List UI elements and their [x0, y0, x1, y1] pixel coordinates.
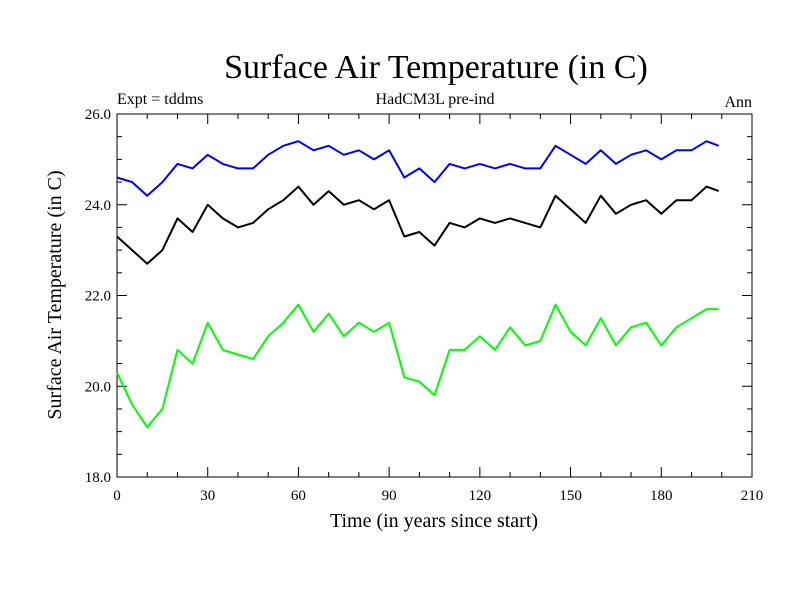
y-tick-label: 26.0 [85, 107, 111, 123]
x-tick-label: 180 [650, 488, 673, 504]
x-tick-label: 210 [741, 488, 764, 504]
series-line-0 [116, 140, 720, 197]
x-tick-label: 60 [291, 488, 306, 504]
x-axis-label: Time (in years since start) [330, 510, 538, 532]
x-tick-label: 0 [113, 488, 121, 504]
plot-frame [116, 113, 753, 478]
y-tick-label: 18.0 [85, 470, 111, 486]
data-series [116, 140, 720, 429]
x-tick-label: 150 [559, 488, 582, 504]
y-tick-label: 20.0 [85, 379, 111, 395]
chart-title: Surface Air Temperature (in C) [224, 49, 648, 86]
x-tick-label: 90 [382, 488, 397, 504]
axis-ticks [116, 113, 753, 478]
series-line-2 [116, 303, 719, 429]
chart-subtitle-left: Expt = tddms [117, 91, 203, 108]
y-tick-labels: 18.0 20.0 22.0 24.0 26.0 [85, 107, 111, 486]
y-tick-label: 22.0 [85, 289, 111, 305]
y-tick-label: 24.0 [85, 198, 111, 214]
chart-subtitle-right: Ann [724, 94, 752, 111]
series-line-1 [116, 185, 720, 265]
chart-subtitle-center: HadCM3L pre-ind [376, 91, 495, 108]
y-axis-label: Surface Air Temperature (in C) [44, 170, 66, 419]
x-tick-label: 30 [200, 488, 215, 504]
x-tick-labels: 0 30 60 90 120 150 180 210 [113, 488, 763, 504]
x-tick-label: 120 [469, 488, 492, 504]
